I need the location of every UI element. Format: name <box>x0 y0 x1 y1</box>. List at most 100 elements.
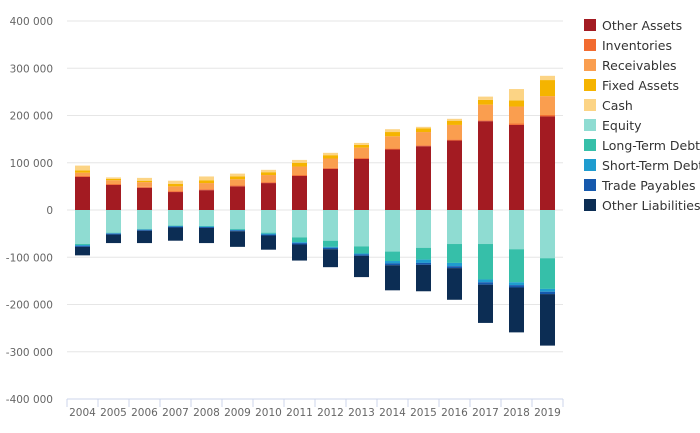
bar-segment-fixed-assets-2005 <box>106 178 121 181</box>
bar-segment-trade-payables-2011 <box>292 243 307 245</box>
bar-segment-fixed-assets-2004 <box>75 170 90 173</box>
bar-segment-inventories-2005 <box>106 184 121 185</box>
bar-segment-trade-payables-2012 <box>323 247 338 250</box>
bar-segment-receivables-2005 <box>106 180 121 185</box>
bar-segment-cash-2010 <box>261 169 276 173</box>
bar-segment-other-assets-2012 <box>323 168 338 210</box>
x-tick-label: 2007 <box>162 407 189 419</box>
x-tick-label: 2008 <box>193 407 220 419</box>
legend-item[interactable]: Other Liabilities <box>584 198 700 213</box>
x-tick-label: 2014 <box>379 407 406 419</box>
bar-segment-long-term-debt-2015 <box>416 247 431 260</box>
bar-segment-other-assets-2006 <box>137 187 152 210</box>
bar-segment-equity-2017 <box>478 210 493 245</box>
bar-segment-receivables-2006 <box>137 182 152 187</box>
bar-segment-short-term-debt-2016 <box>447 262 462 267</box>
bar-segment-trade-payables-2007 <box>168 226 183 228</box>
bar-segment-cash-2013 <box>354 142 369 145</box>
bar-segment-receivables-2016 <box>447 124 462 140</box>
bar-segment-equity-2005 <box>106 210 121 233</box>
bar-segment-receivables-2004 <box>75 172 90 176</box>
bar-segment-long-term-debt-2012 <box>323 240 338 247</box>
legend-swatch <box>584 179 596 191</box>
bar-segment-trade-payables-2016 <box>447 266 462 269</box>
bar-segment-trade-payables-2010 <box>261 234 276 236</box>
bar-segment-trade-payables-2008 <box>199 227 214 228</box>
legend-item[interactable]: Short-Term Debt <box>584 158 700 173</box>
bar-segment-receivables-2008 <box>199 183 214 190</box>
bar-segment-trade-payables-2013 <box>354 254 369 256</box>
x-tick-label: 2006 <box>131 407 158 419</box>
y-tick-label: 200 000 <box>10 111 53 123</box>
legend-item[interactable]: Receivables <box>584 58 677 73</box>
bar-segment-receivables-2010 <box>261 175 276 183</box>
bar-segment-trade-payables-2009 <box>230 230 245 232</box>
legend-item[interactable]: Equity <box>584 118 642 133</box>
bar-segment-equity-2019 <box>540 210 555 259</box>
bar-segment-inventories-2006 <box>137 186 152 188</box>
bar-segment-other-liabilities-2005 <box>106 234 121 244</box>
bar-segment-other-assets-2007 <box>168 192 183 210</box>
x-tick-label: 2011 <box>286 407 313 419</box>
bar-segment-inventories-2008 <box>199 189 214 191</box>
bar-segment-equity-2015 <box>416 210 431 248</box>
bar-segment-equity-2007 <box>168 210 183 226</box>
bar-segment-receivables-2007 <box>168 186 183 192</box>
y-tick-label: 0 <box>46 205 53 217</box>
bar-segment-fixed-assets-2010 <box>261 172 276 176</box>
bar-segment-long-term-debt-2016 <box>447 244 462 263</box>
x-tick-label: 2019 <box>534 407 561 419</box>
bar-segment-other-liabilities-2011 <box>292 244 307 261</box>
legend-swatch <box>584 19 596 31</box>
bar-segment-other-assets-2015 <box>416 146 431 210</box>
legend-item[interactable]: Long-Term Debt <box>584 138 700 153</box>
bar-segment-inventories-2015 <box>416 145 431 147</box>
x-tick-label: 2018 <box>503 407 530 419</box>
bar-segment-receivables-2012 <box>323 158 338 168</box>
bar-segment-other-liabilities-2015 <box>416 264 431 292</box>
bar-segment-short-term-debt-2018 <box>509 282 524 286</box>
legend-label: Fixed Assets <box>602 78 679 93</box>
bar-segment-other-liabilities-2019 <box>540 294 555 346</box>
bar-segment-other-assets-2005 <box>106 184 121 210</box>
bar-segment-equity-2014 <box>385 210 400 252</box>
legend-item[interactable]: Fixed Assets <box>584 78 679 93</box>
legend-label: Inventories <box>602 38 672 53</box>
bar-segment-fixed-assets-2017 <box>478 99 493 105</box>
bar-segment-trade-payables-2015 <box>416 262 431 265</box>
bar-segment-equity-2011 <box>292 210 307 238</box>
bar-segment-other-liabilities-2017 <box>478 284 493 323</box>
y-axis: -400 000 -300 000 -200 000 -100 000 0 100 000… <box>6 16 53 406</box>
bar-segment-inventories-2014 <box>385 148 400 150</box>
bars <box>75 75 555 346</box>
legend-item[interactable]: Other Assets <box>584 18 682 33</box>
bar-segment-other-assets-2013 <box>354 158 369 210</box>
bar-segment-trade-payables-2014 <box>385 263 400 266</box>
bar-segment-trade-payables-2018 <box>509 285 524 288</box>
bar-segment-long-term-debt-2017 <box>478 244 493 280</box>
legend-item[interactable]: Inventories <box>584 38 672 53</box>
bar-segment-other-assets-2009 <box>230 186 245 210</box>
legend-item[interactable]: Trade Payables <box>584 178 696 193</box>
bar-segment-cash-2007 <box>168 180 183 185</box>
legend-label: Trade Payables <box>601 178 696 193</box>
bar-segment-short-term-debt-2017 <box>478 279 493 283</box>
legend-swatch <box>584 59 596 71</box>
y-tick-label: 300 000 <box>10 63 53 75</box>
legend-item[interactable]: Cash <box>584 98 633 113</box>
y-tick-label: -100 000 <box>6 252 53 264</box>
legend-swatch <box>584 79 596 91</box>
bar-segment-fixed-assets-2011 <box>292 162 307 167</box>
bar-segment-fixed-assets-2014 <box>385 132 400 137</box>
bar-segment-short-term-debt-2014 <box>385 261 400 264</box>
x-tick-label: 2015 <box>410 407 437 419</box>
x-tick-label: 2004 <box>69 407 96 419</box>
bar-segment-other-liabilities-2014 <box>385 265 400 291</box>
bar-segment-inventories-2004 <box>75 175 90 177</box>
legend-swatch <box>584 99 596 111</box>
bar-segment-inventories-2019 <box>540 115 555 117</box>
bar-segment-other-liabilities-2006 <box>137 230 152 244</box>
bar-segment-cash-2008 <box>199 176 214 181</box>
bar-segment-cash-2012 <box>323 152 338 156</box>
